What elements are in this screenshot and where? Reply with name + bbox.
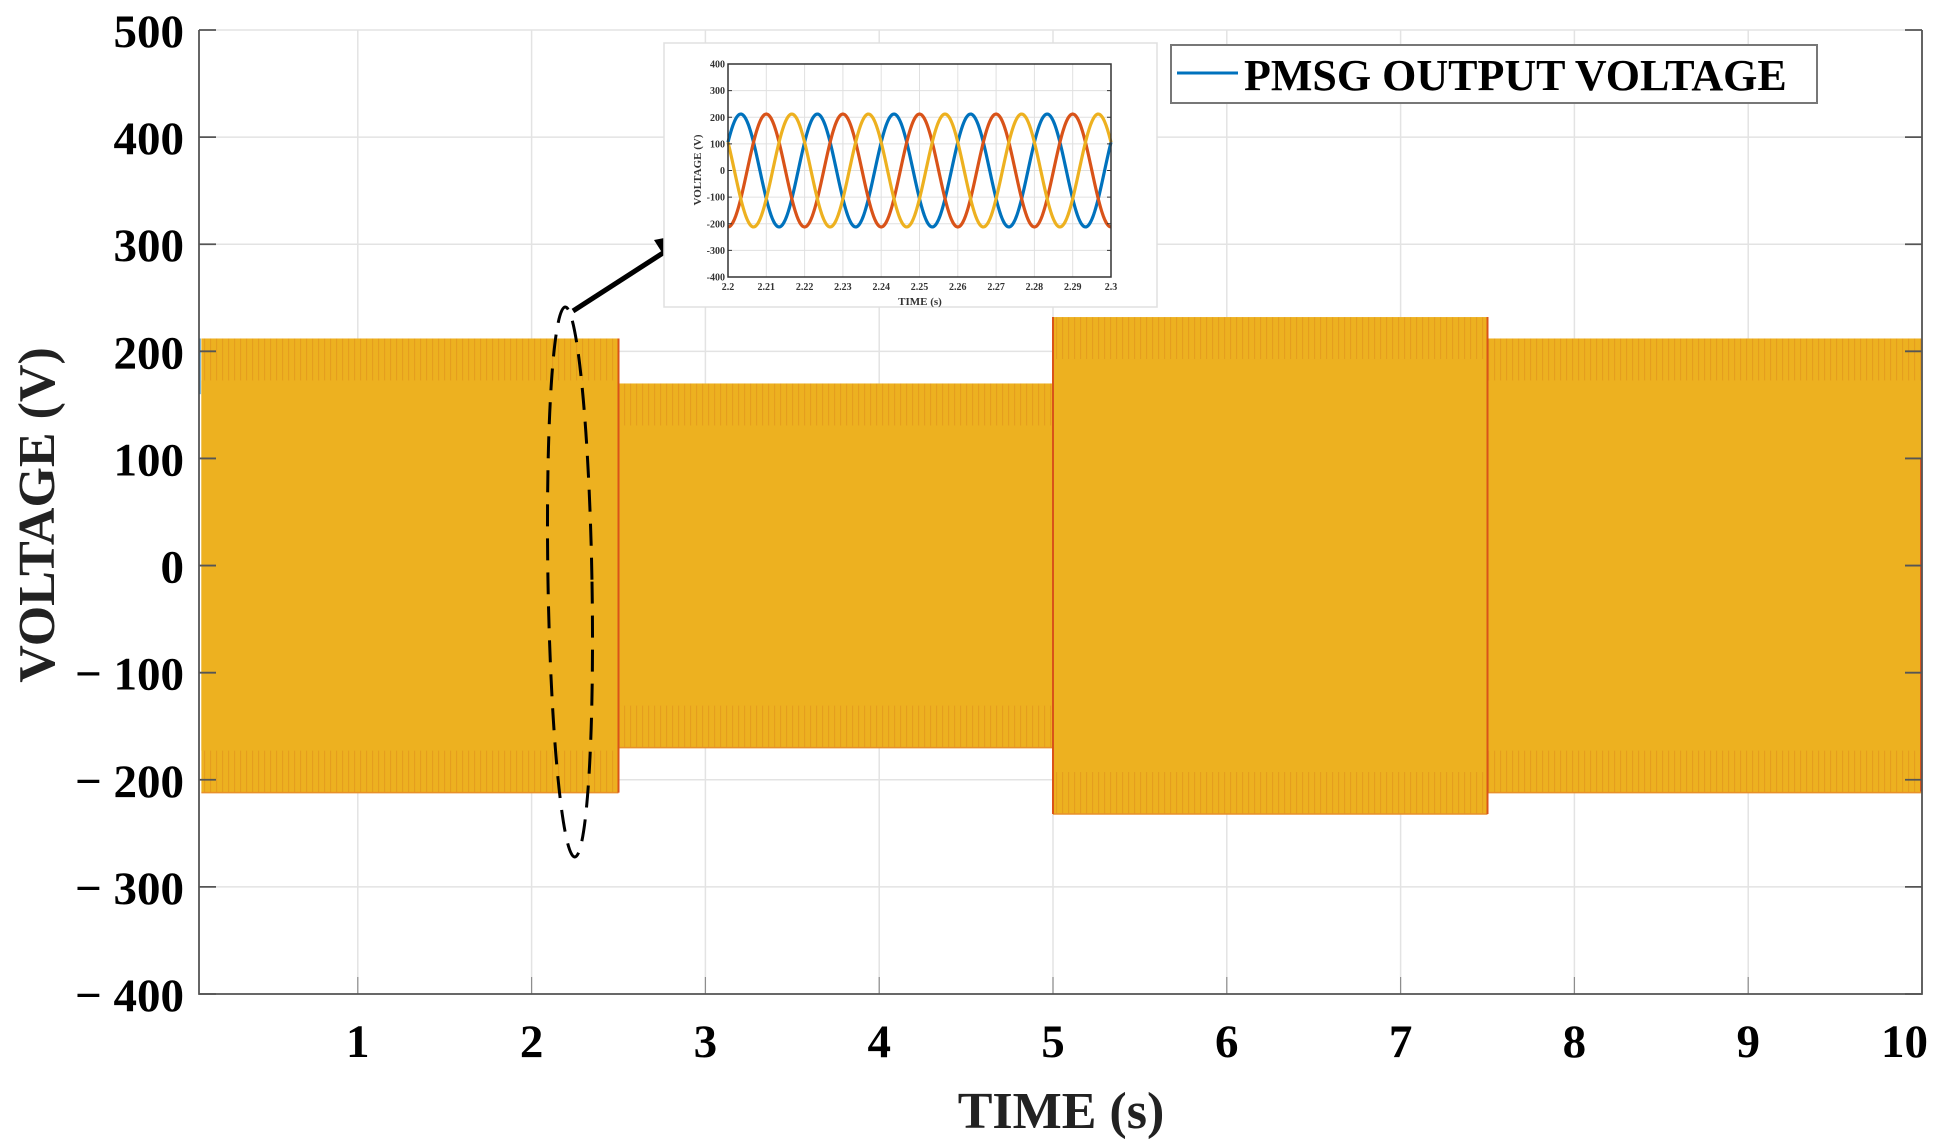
inset-y-tick-labels: 400 300 200 100 0 -100 -200 -300 -400 (707, 60, 1111, 284)
x-tick-label: 1 (346, 1016, 370, 1068)
inset-x-tick-label: 2.21 (758, 282, 776, 293)
x-tick-label: 10 (1881, 1016, 1928, 1068)
inset-waveform (726, 112, 1113, 229)
x-axis-label: TIME (s) (958, 1083, 1165, 1140)
inset-y-tick-label: -100 (707, 193, 725, 204)
inset-x-tick-label: 2.24 (872, 282, 890, 293)
inset-y-tick-label: 100 (710, 139, 725, 150)
inset-x-tick-label: 2.27 (987, 282, 1005, 293)
inset-x-tick-labels: 2.2 2.21 2.22 2.23 2.24 2.25 2.26 2.27 2.28 2.29 2… (722, 282, 1118, 293)
legend-box (1170, 44, 1818, 104)
legend-entry: PMSG OUTPUT VOLTAGE (1244, 51, 1787, 100)
inset-y-tick-label: -400 (707, 273, 725, 284)
inset-y-tick-label: 0 (720, 166, 725, 177)
inset-x-tick-label: 2.22 (796, 282, 814, 293)
x-tick-label: 3 (694, 1016, 718, 1068)
x-tick-label: 7 (1389, 1016, 1413, 1068)
x-tick-label: 6 (1215, 1016, 1239, 1068)
inset-waveforms (726, 112, 1113, 229)
inset-y-tick-label: -300 (707, 246, 725, 257)
y-tick-label: 100 (114, 434, 185, 486)
inset-x-tick-label: 2.25 (911, 282, 929, 293)
three-phase-waveform (198, 317, 1922, 815)
x-tick-labels: 1 2 3 4 5 6 7 8 9 10 (346, 1016, 1928, 1068)
x-tick-label: 2 (520, 1016, 544, 1068)
dashed-ellipse (545, 305, 595, 859)
inset-x-tick-label: 2.26 (949, 282, 967, 293)
inset-frame (663, 42, 1158, 308)
y-tick-label: 400 (114, 113, 185, 165)
y-tick-label: − 100 (75, 649, 184, 701)
x-tick-label: 9 (1736, 1016, 1760, 1068)
y-tick-label: − 200 (75, 756, 184, 808)
arrow-line (571, 239, 682, 314)
inset-x-tick-label: 2.23 (834, 282, 852, 293)
x-tick-label: 8 (1563, 1016, 1587, 1068)
inset-x-axis-label: TIME (s) (898, 296, 942, 308)
inset-y-tick-label: 400 (710, 60, 725, 71)
inset-y-tick-label: 300 (710, 86, 725, 97)
inset-y-tick-label: -200 (707, 219, 725, 230)
y-tick-label: − 400 (75, 970, 184, 1022)
y-tick-label: − 300 (75, 863, 184, 915)
inset-y-tick-label: 200 (710, 113, 725, 124)
y-tick-label: 0 (161, 542, 185, 594)
inset-x-tick-label: 2.3 (1105, 282, 1118, 293)
main-axes (198, 29, 1923, 995)
x-tick-label: 4 (867, 1016, 891, 1068)
inset-y-axis-label: VOLTAGE (V) (692, 134, 704, 205)
inset-x-tick-label: 2.2 (722, 282, 735, 293)
y-tick-label: 200 (114, 327, 185, 379)
x-tick-label: 5 (1041, 1016, 1065, 1068)
y-tick-label: 500 (114, 6, 185, 58)
legend: PMSG OUTPUT VOLTAGE (1170, 44, 1818, 104)
y-axis-label: VOLTAGE (V) (9, 347, 66, 683)
y-tick-labels: 500 400 300 200 100 0 − 100 − 200 − 300 − 400 (75, 6, 184, 1022)
y-tick-label: 300 (114, 220, 185, 272)
inset-x-tick-label: 2.28 (1026, 282, 1044, 293)
inset-x-tick-label: 2.29 (1064, 282, 1082, 293)
